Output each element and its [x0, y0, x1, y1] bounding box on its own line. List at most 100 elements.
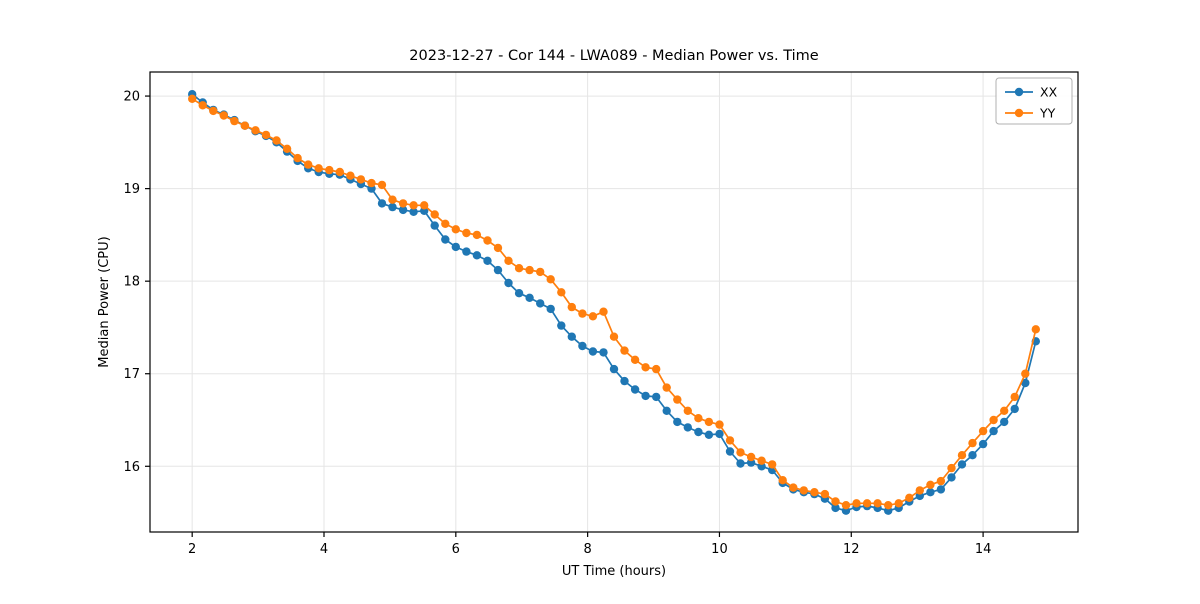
series-YY-marker [388, 195, 397, 204]
y-axis-label: Median Power (CPU) [97, 236, 112, 367]
series-XX-marker [546, 304, 555, 314]
x-axis-label: UT Time (hours) [562, 564, 666, 579]
series-YY-marker [662, 383, 671, 392]
series-YY-marker [683, 406, 692, 415]
series-YY-marker [968, 438, 977, 448]
series-XX-marker [968, 451, 977, 460]
series-XX-marker [578, 341, 587, 351]
series-XX-marker [525, 293, 534, 302]
y-tick-label: 17 [123, 367, 140, 382]
series-YY-marker [884, 501, 893, 510]
x-tick-label: 12 [843, 542, 860, 557]
series-YY-marker [989, 415, 998, 425]
series-YY-marker [272, 136, 281, 145]
series-XX-marker [462, 247, 471, 256]
series-YY-marker [757, 456, 766, 465]
series-YY-marker [546, 275, 555, 284]
series-XX-marker [409, 207, 418, 216]
series-XX-marker [588, 347, 598, 356]
series-XX-marker [641, 391, 650, 401]
series-YY-marker [451, 225, 460, 234]
series-YY-marker [441, 219, 450, 228]
x-tick-label: 4 [320, 542, 328, 557]
series-YY-marker [261, 130, 271, 140]
series-YY-marker [462, 228, 471, 238]
series-XX-marker [483, 256, 492, 265]
series-XX-marker [926, 488, 935, 497]
series-YY-marker [356, 175, 366, 184]
series-YY-marker [588, 312, 598, 321]
x-tick-label: 10 [711, 542, 728, 557]
series-YY-marker [346, 171, 355, 180]
y-tick-label: 19 [123, 182, 140, 197]
legend-marker-YY [1014, 108, 1024, 118]
series-YY-marker [240, 121, 250, 130]
series-YY-marker [820, 489, 830, 499]
series-YY-marker [219, 111, 228, 120]
series-XX-marker [694, 427, 703, 437]
series-XX-marker [683, 423, 692, 432]
series-XX-marker [388, 202, 397, 212]
series-XX-marker [831, 503, 840, 513]
series-YY-marker [905, 493, 914, 502]
series-YY-marker [493, 243, 503, 253]
series-YY-marker [420, 201, 429, 210]
series-YY-marker [915, 486, 924, 495]
series-YY-marker [483, 236, 492, 245]
series-YY-marker [325, 165, 334, 175]
series-XX-marker [736, 459, 745, 468]
series-YY-marker [831, 497, 840, 506]
x-tick-label: 2 [188, 542, 196, 557]
series-XX-marker [704, 430, 714, 439]
series-YY-marker [599, 307, 608, 316]
series-XX-marker [514, 289, 524, 298]
series-XX-marker [451, 242, 460, 252]
series-YY-marker [1021, 369, 1030, 378]
y-tick-label: 18 [123, 275, 140, 290]
legend [995, 77, 1073, 125]
series-XX-marker [715, 429, 724, 439]
series-XX-marker [493, 265, 503, 275]
series-XX-marker [557, 321, 566, 330]
series-XX-marker [1000, 417, 1009, 427]
series-YY-marker [620, 346, 629, 355]
series-XX-marker [504, 278, 513, 288]
series-YY-marker [230, 116, 239, 126]
series-YY-marker [746, 452, 756, 462]
series-YY-marker [641, 363, 650, 372]
series-YY-marker [841, 501, 851, 510]
series-YY-marker [652, 364, 661, 374]
series-YY-marker [852, 499, 861, 508]
x-tick-label: 14 [975, 542, 992, 557]
series-YY-marker [188, 94, 197, 104]
series-YY-marker [947, 463, 956, 473]
x-tick-label: 8 [583, 542, 591, 557]
series-XX-marker [936, 485, 946, 494]
series-YY-marker [1010, 392, 1019, 402]
series-XX-marker [441, 235, 450, 244]
series-XX-marker [472, 251, 482, 260]
series-YY-marker [398, 199, 408, 208]
series-XX-marker [978, 439, 988, 449]
series-YY-marker [725, 436, 735, 445]
series-XX-marker [620, 376, 629, 386]
legend-marker-XX [1014, 87, 1024, 97]
series-YY-marker [862, 499, 872, 508]
axes-frame [149, 71, 1079, 533]
series-YY-marker [472, 230, 482, 240]
series-YY-marker [694, 414, 703, 423]
series-YY-marker [504, 256, 513, 265]
series-YY-marker [514, 264, 524, 273]
series-YY-marker [377, 180, 387, 190]
series-YY-marker [768, 460, 777, 469]
series-XX-marker [662, 406, 671, 415]
series-XX-marker [536, 299, 545, 308]
chart-title: 2023-12-27 - Cor 144 - LWA089 - Median P… [409, 48, 818, 64]
series-YY-marker [978, 426, 988, 436]
series-YY-marker [673, 395, 682, 404]
series-YY-marker [409, 201, 418, 210]
series-YY-marker [778, 476, 787, 485]
series-XX-marker [652, 392, 661, 402]
x-tick-label: 6 [452, 542, 460, 557]
